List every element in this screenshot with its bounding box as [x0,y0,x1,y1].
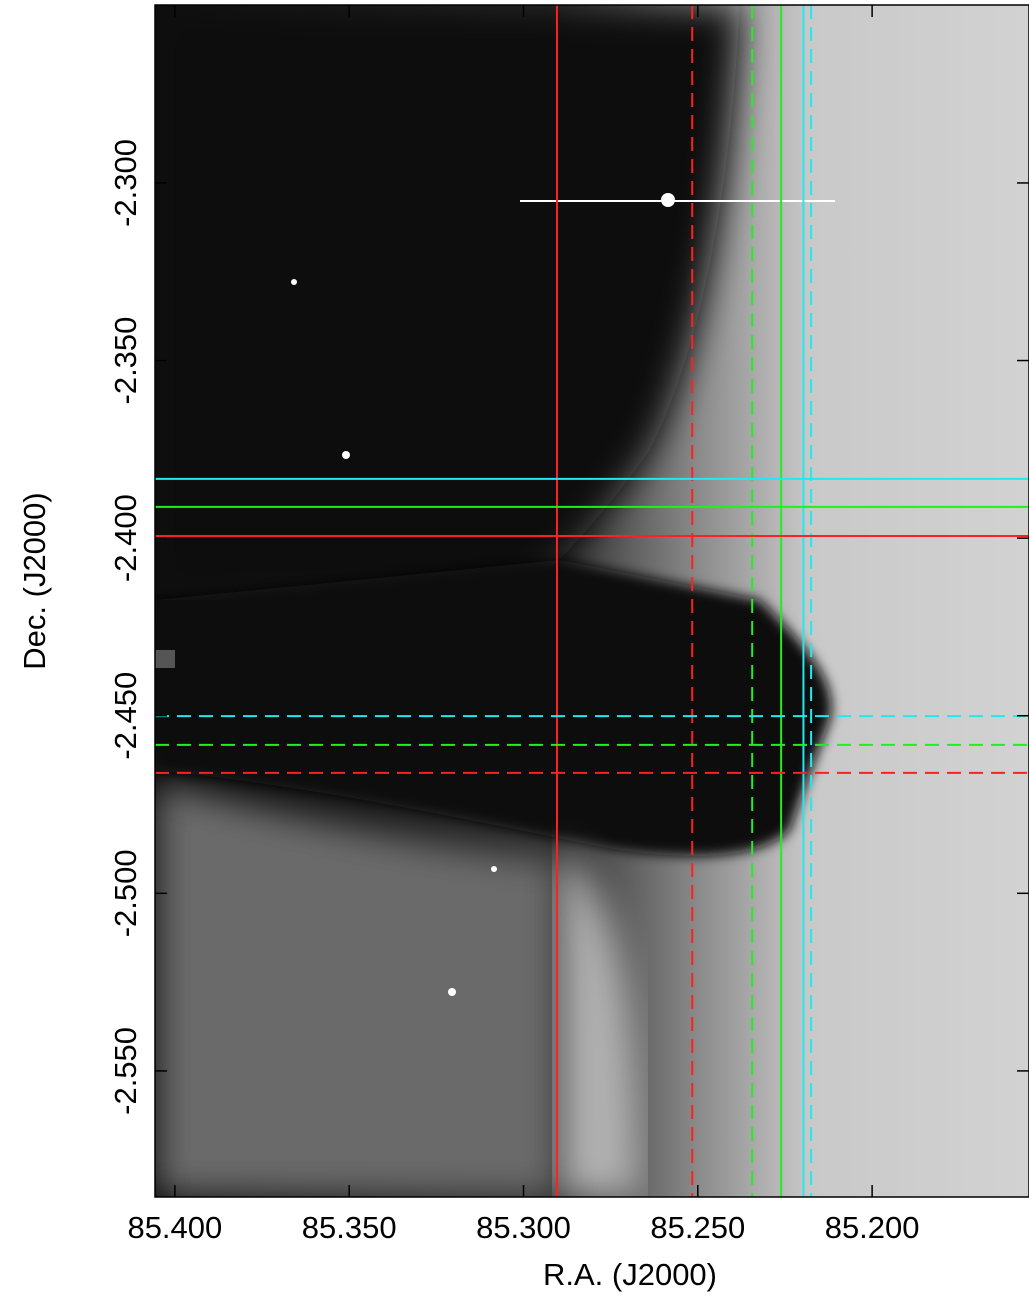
x-tick-label: 85.350 [302,1210,397,1245]
x-tick-label: 85.250 [650,1210,745,1245]
y-tick-label: -2.400 [108,494,143,582]
nebula-image [155,5,1029,1197]
y-tick-label: -2.450 [108,672,143,760]
y-tick-label: -2.300 [108,139,143,227]
x-tick-label: 85.200 [825,1210,920,1245]
y-tick-label: -2.350 [108,317,143,405]
figure: R.A. (J2000) Dec. (J2000) 85.400 85.350 85… [0,0,1029,1295]
y-tick-label: -2.500 [108,849,143,937]
y-tick-label: -2.550 [108,1027,143,1115]
y-axis-label: Dec. (J2000) [17,492,52,669]
x-tick-label: 85.400 [127,1210,222,1245]
x-tick-label: 85.300 [476,1210,571,1245]
x-axis-label: R.A. (J2000) [543,1257,717,1292]
